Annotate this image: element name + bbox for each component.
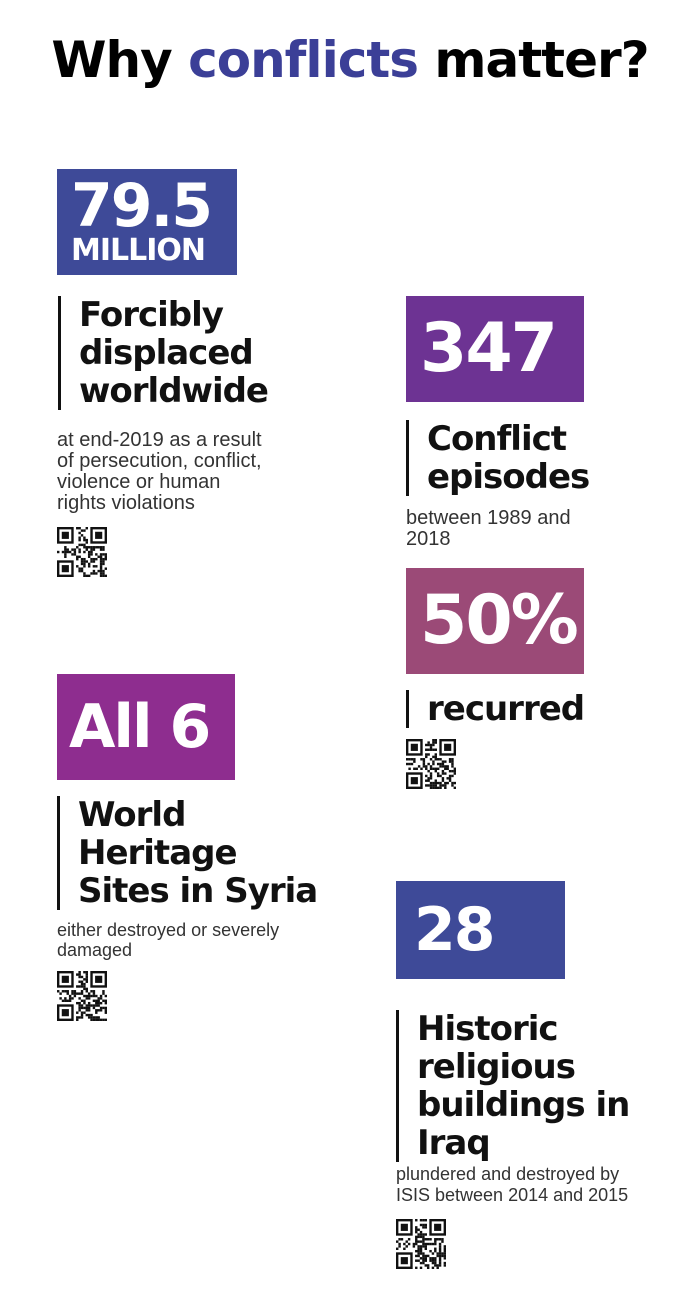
title-highlight: conflicts [188, 31, 419, 89]
page-title: Why conflicts matter? [0, 28, 700, 92]
religious-description: plundered and destroyed by ISIS between … [396, 1164, 629, 1205]
religious-stat-box: 28 [396, 881, 565, 979]
recurred-number: 50% [420, 581, 579, 660]
qr-code-icon[interactable] [57, 971, 107, 1021]
heritage-number: All 6 [69, 692, 211, 762]
conflicts-heading: Conflict episodes [406, 420, 590, 496]
displaced-number: 79.5 [71, 171, 213, 241]
recurred-stat-box: 50% [406, 568, 584, 674]
religious-heading: Historic religious buildings in Iraq [396, 1010, 630, 1162]
conflicts-description: between 1989 and 2018 [406, 507, 571, 550]
displaced-heading: Forcibly displaced worldwide [58, 296, 269, 410]
heritage-stat-box: All 6 [57, 674, 235, 780]
religious-number: 28 [414, 895, 496, 965]
qr-code-icon[interactable] [406, 739, 456, 789]
qr-code-icon[interactable] [57, 527, 107, 577]
title-suffix: matter? [418, 31, 649, 89]
displaced-description: at end-2019 as a result of persecution, … [57, 429, 262, 514]
heritage-heading: World Heritage Sites in Syria [57, 796, 318, 910]
displaced-stat-box: 79.5 MILLION [57, 169, 237, 275]
qr-code-icon[interactable] [396, 1219, 446, 1269]
recurred-heading: recurred [406, 690, 585, 728]
displaced-unit: MILLION [71, 233, 206, 268]
heritage-description: either destroyed or severely damaged [57, 920, 280, 960]
title-prefix: Why [51, 31, 189, 89]
conflicts-stat-box: 347 [406, 296, 584, 402]
conflicts-number: 347 [420, 309, 558, 388]
